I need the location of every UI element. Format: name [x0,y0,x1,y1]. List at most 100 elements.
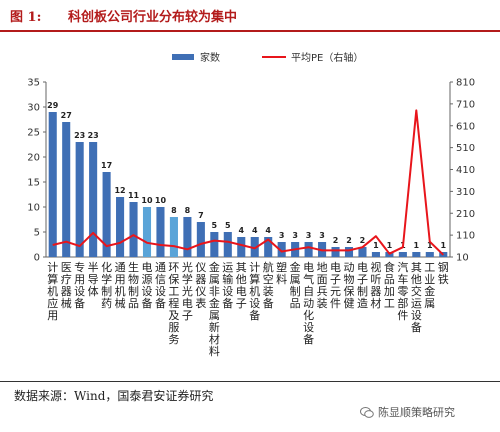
bar-value-label: 12 [114,186,125,195]
data-source: 数据来源：Wind，国泰君安证券研究 [14,389,214,403]
x-tick-label: 通信设备 [155,261,166,310]
bar-value-label: 8 [185,206,191,215]
x-tick-label: 其他交运设备 [411,261,422,334]
x-tick-label: 地面兵装 [317,261,328,310]
bar [331,247,340,257]
bar [62,122,71,257]
x-tick-label: 钢铁 [438,261,449,286]
pe-line [52,109,444,256]
x-tick-label: 航空装备 [263,260,274,310]
x-tick-label: 电子元件 [330,261,341,310]
x-tick-label: 环保工程及服务 [168,261,179,346]
bar [183,217,192,257]
legend-bar-swatch [172,54,194,60]
bar [142,207,152,257]
x-tick-label: 动物保健 [344,261,355,310]
bar [210,232,219,257]
bar-value-label: 11 [128,191,140,200]
bar-value-label: 4 [238,226,244,235]
bar [196,222,205,257]
bar [250,237,259,257]
x-tick-label: 运输设备 [222,261,233,310]
bar-value-label: 4 [265,226,271,235]
bar-value-label: 8 [171,206,177,215]
x-tick-label: 金属非金属新材料 [209,260,220,358]
x-tick-label: 通用机械 [115,261,126,310]
x-tick-label: 计算机应用 [47,261,58,322]
watermark-text: 陈显顺策略研究 [378,406,455,419]
y-left-tick-label: 5 [34,228,40,239]
bar-value-label: 1 [414,241,420,250]
y-right-tick-label: 310 [456,187,475,198]
bar-value-label: 27 [61,111,72,120]
y-left-tick-label: 15 [27,178,40,189]
bar [169,217,178,257]
bar [89,142,98,257]
x-tick-label: 仪器仪表 [195,261,206,310]
x-tick-label: 工业金属 [424,261,435,310]
bar-value-label: 3 [279,231,285,240]
y-left-tick-label: 0 [34,253,40,264]
bar-value-label: 23 [74,131,85,140]
bar [304,242,313,257]
bar [358,247,367,257]
x-tick-label: 电源设备 [142,261,153,310]
bar [223,232,232,257]
x-tick-label: 电气自动化设备 [303,261,314,346]
bar-value-label: 4 [252,226,258,235]
y-right-tick-label: 10 [456,253,469,264]
x-tick-label: 医疗器械 [61,261,72,310]
figure-header: 图 1: 科创板公司行业分布较为集中 [0,0,500,32]
bar [116,197,125,257]
bar-value-label: 23 [88,131,99,140]
industry-distribution-chart: 家数 平均PE（右轴）051015202530351011021031041051… [27,51,475,358]
bar-value-label: 1 [373,241,379,250]
bar-value-label: 5 [212,221,218,230]
bar-value-label: 29 [47,101,59,110]
bar-value-label: 7 [198,211,204,220]
bar [398,252,407,257]
y-left-tick-label: 20 [27,153,40,164]
bar-value-label: 3 [319,231,325,240]
y-left-tick-label: 30 [27,103,40,114]
bar [48,112,57,257]
y-left-tick-label: 25 [27,128,40,139]
bar [102,172,111,257]
bar-value-label: 1 [427,241,433,250]
x-tick-label: 计算机设备 [249,261,260,322]
y-right-tick-label: 210 [456,209,475,220]
bar [237,237,246,257]
x-tick-label: 光学光电子 [182,260,193,322]
bar [129,202,138,257]
bar [264,237,273,257]
y-right-tick-label: 810 [456,78,475,89]
y-left-tick-label: 10 [27,203,40,214]
y-left-tick-label: 35 [27,78,40,89]
bar-value-label: 10 [155,196,167,205]
bar-value-label: 2 [333,236,339,245]
source-divider [0,381,500,382]
y-right-tick-label: 510 [456,143,475,154]
legend-label-count: 家数 [200,51,220,64]
y-right-tick-label: 410 [456,165,475,176]
bar [75,142,84,257]
bar-value-label: 5 [225,221,231,230]
x-tick-label: 其他电子 [236,261,247,310]
bar-value-label: 17 [101,161,112,170]
bar-value-label: 3 [292,231,298,240]
x-tick-label: 专用设备 [74,260,85,310]
bar [412,252,421,257]
bar [371,252,380,257]
x-tick-label: 汽车零部件 [397,260,408,322]
bar [425,252,434,257]
bar-value-label: 2 [346,236,352,245]
x-tick-label: 食品加工 [384,260,395,310]
x-tick-label: 生物制品 [128,260,139,310]
legend-label-pe: 平均PE（右轴） [291,51,363,64]
bar [344,247,354,257]
figure-title: 科创板公司行业分布较为集中 [68,10,238,25]
bar [277,242,286,257]
bar [156,207,165,257]
x-tick-label: 化学制药 [101,260,112,310]
wechat-icon [360,406,374,418]
